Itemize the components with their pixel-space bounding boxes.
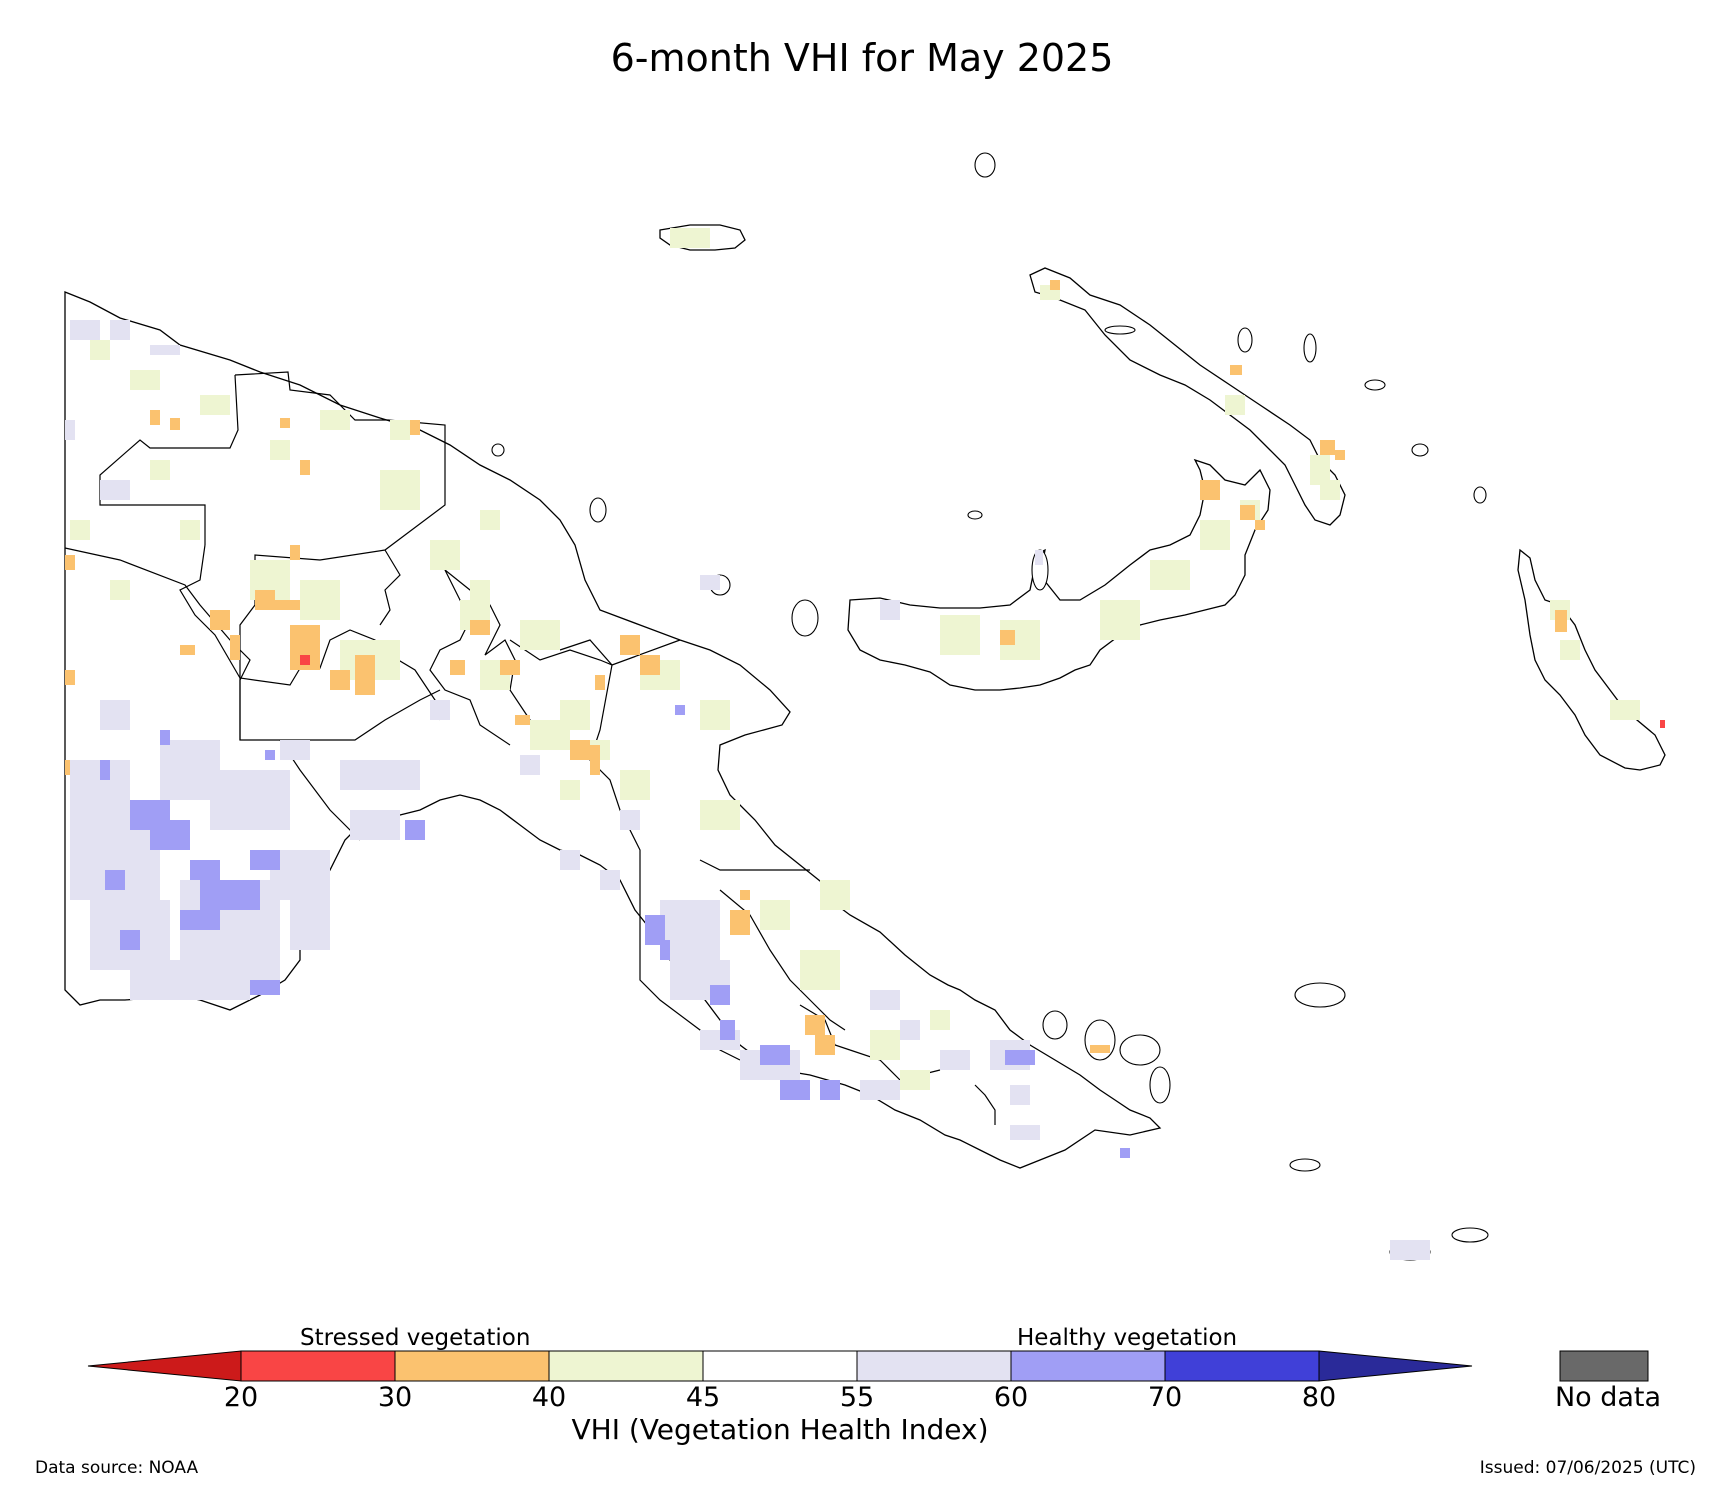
tick-80: 80 (1301, 1382, 1337, 1413)
vhi-cells (65, 228, 1665, 1260)
colorbar-bin-60-70 (1010, 1350, 1166, 1382)
tick-20: 20 (223, 1382, 259, 1413)
tick-30: 30 (377, 1382, 413, 1413)
healthy-label: Healthy vegetation (1017, 1325, 1238, 1351)
colorbar-bin-55-60 (856, 1350, 1012, 1382)
tick-70: 70 (1147, 1382, 1183, 1413)
colorbar-bin-30-40 (394, 1350, 550, 1382)
colorbar-bin-45-55 (702, 1350, 858, 1382)
no-data-label: No data (1554, 1382, 1662, 1413)
colorbar-bin-40-45 (548, 1350, 704, 1382)
data-source: Data source: NOAA (35, 1458, 199, 1478)
colorbar-bin-20-30 (240, 1350, 396, 1382)
mainland-outline (64, 291, 1162, 1169)
new-ireland (1029, 267, 1346, 526)
tick-40: 40 (531, 1382, 567, 1413)
colorbar-axis-label: VHI (Vegetation Health Index) (571, 1413, 989, 1446)
no-data-swatch (1559, 1350, 1649, 1382)
colorbar-over (1318, 1350, 1473, 1382)
tick-45: 45 (685, 1382, 721, 1413)
stressed-label: Stressed vegetation (300, 1325, 531, 1351)
mainland (64, 291, 1162, 1169)
map-title: 6-month VHI for May 2025 (610, 36, 1114, 80)
colorbar-under (87, 1350, 242, 1382)
tick-60: 60 (993, 1382, 1029, 1413)
bougainville (1517, 548, 1666, 771)
tick-55: 55 (839, 1382, 875, 1413)
issued-date: Issued: 07/06/2025 (UTC) (1479, 1458, 1696, 1478)
colorbar (87, 1350, 1649, 1382)
colorbar-bin-70-80 (1164, 1350, 1320, 1382)
